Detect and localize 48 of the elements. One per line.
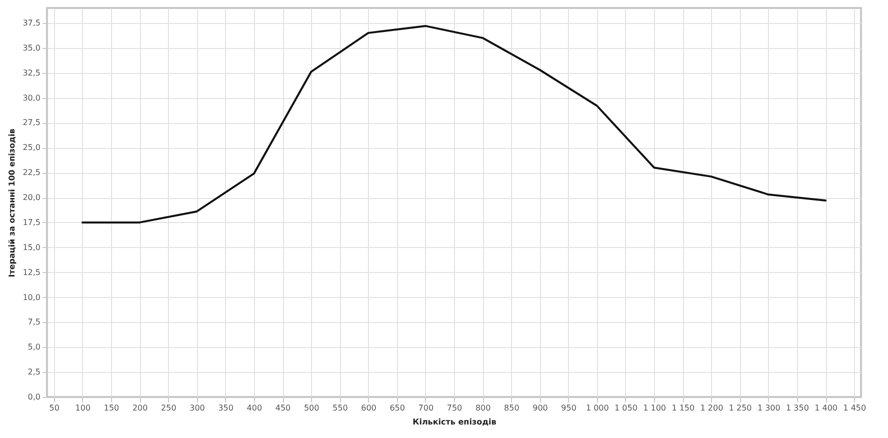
x-tick-label: 1 200: [700, 404, 724, 412]
y-tick-label: 22,5: [22, 168, 40, 178]
x-tick-label: 300: [190, 404, 205, 412]
x-tick-label: 1 450: [843, 404, 866, 412]
x-tick-label: 850: [504, 404, 520, 412]
y-tick-label: 12,5: [22, 268, 40, 277]
x-tick-label: 600: [361, 404, 376, 412]
x-tick-label: 150: [104, 404, 120, 412]
y-tick-label: 37,5: [22, 18, 40, 28]
x-tick-label: 500: [304, 404, 320, 412]
x-tick-label: 1 150: [672, 404, 695, 412]
y-tick-label: 15,0: [22, 242, 40, 252]
x-tick-label: 1 400: [814, 404, 838, 412]
y-tick-label: 10,0: [22, 292, 40, 302]
x-tick-label: 750: [446, 404, 462, 412]
x-tick-label: 1 250: [728, 404, 752, 412]
y-tick-label: 27,5: [22, 118, 40, 128]
y-tick-label: 25,0: [22, 143, 40, 152]
x-tick-label: 900: [532, 404, 548, 412]
x-tick-label: 1 100: [643, 404, 666, 412]
x-tick-label: 400: [246, 404, 262, 412]
y-tick-label: 20,0: [22, 193, 40, 202]
x-tick-label: 550: [332, 404, 348, 412]
y-tick-label: 17,5: [22, 218, 40, 227]
y-tick-label: 2,5: [28, 368, 40, 377]
x-tick-label: 650: [390, 404, 405, 412]
x-tick-label: 950: [561, 404, 576, 412]
y-tick-label: 35,0: [22, 43, 40, 52]
y-tick-label: 0,0: [28, 392, 40, 402]
x-tick-label: 700: [418, 404, 434, 412]
x-tick-label: 350: [218, 404, 234, 412]
y-tick-label: 30,0: [22, 93, 40, 102]
line-series: [81, 24, 827, 224]
x-tick-label: 1 350: [786, 404, 809, 412]
x-tick-label: 100: [75, 404, 91, 412]
x-tick-label: 1 000: [586, 404, 609, 412]
y-tick-label: 7,5: [28, 318, 40, 327]
x-tick-label: 50: [49, 404, 60, 412]
y-axis-title: Ітерацій за останні 100 епізодів: [8, 128, 17, 278]
x-tick-label: 1 050: [614, 404, 638, 412]
x-tick-label: 1 300: [757, 404, 780, 412]
x-tick-label: 200: [132, 404, 148, 412]
x-tick-label: 250: [161, 404, 176, 412]
y-tick-label: 5,0: [28, 342, 40, 352]
x-tick-label: 800: [475, 404, 491, 412]
x-axis-title: Кількість епізодів: [412, 418, 496, 426]
y-tick-label: 32,5: [22, 68, 40, 78]
x-tick-label: 450: [275, 404, 291, 412]
